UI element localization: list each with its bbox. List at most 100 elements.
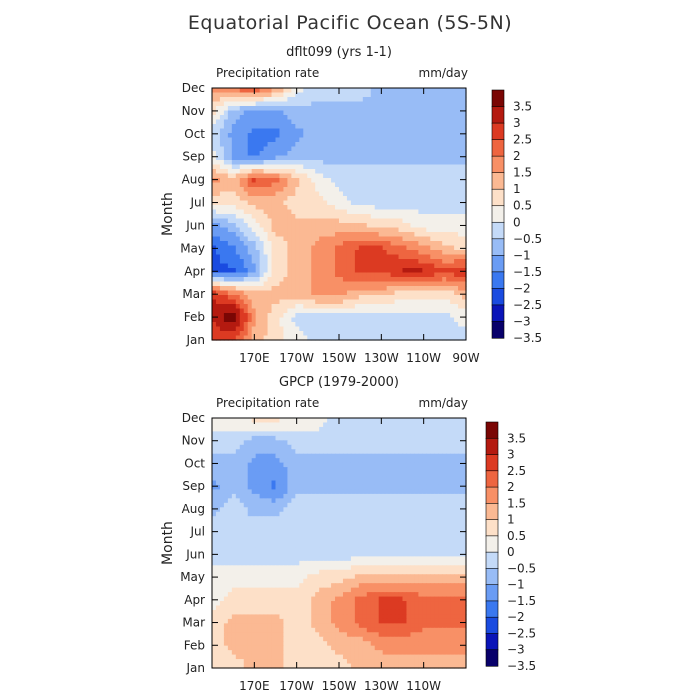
heatmap-cell [378,290,384,296]
heatmap-cell [366,97,372,103]
heatmap-cell [231,444,237,450]
heatmap-cell [394,182,400,188]
heatmap-cell [219,476,225,482]
heatmap-cell [327,263,332,269]
heatmap-cell [394,250,400,256]
heatmap-cell [366,124,372,130]
heatmap-cell [442,236,447,242]
heatmap-cell [358,115,364,121]
heatmap-cell [223,200,229,206]
heatmap-cell [335,453,340,459]
heatmap-cell [335,160,340,166]
heatmap-cell [426,133,431,139]
heatmap-cell [446,277,451,283]
heatmap-cell [346,110,352,116]
heatmap-cell [358,458,364,464]
heatmap-cell [279,178,285,184]
heatmap-cell [291,115,296,121]
heatmap-cell [374,209,380,215]
heatmap-cell [438,187,443,193]
heatmap-cell [291,476,296,482]
heatmap-cell [315,151,320,157]
heatmap-cell [283,467,289,473]
heatmap-cell [434,471,439,477]
heatmap-cell [223,507,229,513]
heatmap-cell [319,151,324,157]
heatmap-cell [215,277,221,283]
heatmap-cell [446,178,451,184]
heatmap-cell [247,241,253,247]
heatmap-cell [239,440,245,446]
heatmap-cell [311,299,316,305]
heatmap-cell [362,453,368,459]
heatmap-cell [223,124,229,130]
heatmap-cell [430,110,435,116]
heatmap-cell [243,92,249,98]
heatmap-cell [462,146,467,152]
heatmap-cell [339,462,344,468]
heatmap-cell [378,322,384,328]
heatmap-cell [295,462,300,468]
heatmap-cell [426,444,431,450]
heatmap-cell [342,209,348,215]
heatmap-cell [438,304,443,310]
heatmap-cell [299,299,304,305]
heatmap-cell [366,268,372,274]
heatmap-cell [319,196,324,202]
heatmap-cell [362,440,368,446]
heatmap-cell [378,476,384,482]
heatmap-cell [450,146,455,152]
heatmap-cell [394,142,400,148]
heatmap-cell [307,290,312,296]
heatmap-cell [442,142,447,148]
heatmap-cell [279,277,285,283]
heatmap-cell [287,97,292,103]
heatmap-cell [311,263,316,269]
heatmap-cell [386,435,392,441]
heatmap-cell [458,471,463,477]
heatmap-cell [386,223,392,229]
heatmap-cell [275,458,281,464]
heatmap-cell [410,187,416,193]
heatmap-cell [418,110,423,116]
heatmap-cell [259,317,265,323]
heatmap-cell [251,313,257,319]
heatmap-cell [319,142,324,148]
heatmap-cell [394,200,400,206]
heatmap-cell [386,290,392,296]
heatmap-cell [378,502,384,508]
colorbar-swatch [491,139,505,157]
heatmap-cell [287,277,292,283]
heatmap-cell [315,137,320,143]
heatmap-cell [386,214,392,220]
heatmap-cell [235,196,241,202]
heatmap-cell [462,182,467,188]
heatmap-cell [398,418,404,424]
heatmap-cell [279,164,285,170]
heatmap-cell [426,88,431,94]
heatmap-cell [243,245,249,251]
heatmap-cell [235,151,241,157]
heatmap-cell [319,471,324,477]
heatmap-cell [390,449,396,455]
heatmap-cell [311,110,316,116]
heatmap-cell [454,209,459,215]
heatmap-cell [346,214,352,220]
heatmap-cell [247,444,253,450]
heatmap-cell [382,146,388,152]
heatmap-cell [223,133,229,139]
heatmap-cell [386,133,392,139]
heatmap-cell [295,119,300,125]
heatmap-cell [283,164,289,170]
heatmap-cell [370,449,376,455]
heatmap-cell [231,187,237,193]
heatmap-cell [331,232,336,238]
heatmap-cell [295,440,300,446]
heatmap-cell [243,119,249,125]
heatmap-cell [231,435,237,441]
heatmap-cell [390,295,396,301]
heatmap-cell [406,160,412,166]
heatmap-cell [239,313,245,319]
heatmap-cell [323,444,328,450]
heatmap-cell [231,146,237,152]
